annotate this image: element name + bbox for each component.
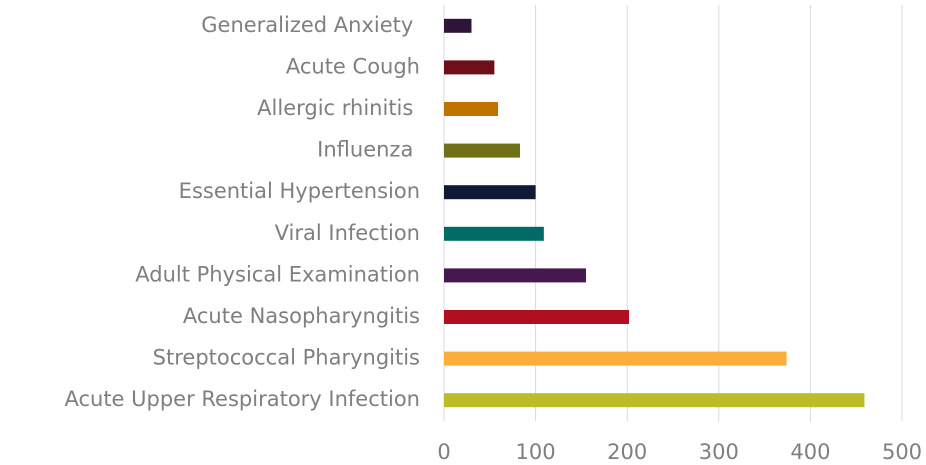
bar: [444, 310, 630, 324]
bar: [444, 60, 495, 75]
x-tick-label: 400: [790, 440, 830, 464]
y-tick-label: Allergic rhinitis: [257, 96, 420, 120]
bar: [444, 226, 544, 241]
y-tick-label: Influenza: [317, 138, 420, 162]
y-tick-label: Adult Physical Examination: [135, 262, 420, 286]
y-tick-label: Viral Infection: [275, 221, 420, 245]
y-tick-label: Essential Hypertension: [179, 179, 420, 203]
x-tick-label: 0: [437, 440, 450, 464]
x-tick-label: 300: [699, 440, 739, 464]
x-tick-label: 200: [607, 440, 647, 464]
x-tick-label: 500: [882, 440, 922, 464]
y-tick-label: Acute Cough: [286, 54, 420, 78]
bar: [444, 102, 499, 116]
y-tick-label: Generalized Anxiety: [201, 13, 420, 37]
bar: [444, 268, 586, 283]
y-tick-label: Acute Nasopharyngitis: [183, 304, 420, 328]
bar: [444, 18, 472, 33]
bar: [444, 185, 536, 200]
bar: [444, 351, 787, 366]
bar: [444, 143, 521, 158]
x-tick-label: 100: [516, 440, 556, 464]
bar: [444, 393, 865, 408]
y-tick-label: Streptococcal Pharyngitis: [153, 346, 420, 370]
y-tick-label: Acute Upper Respiratory Infection: [64, 387, 420, 411]
